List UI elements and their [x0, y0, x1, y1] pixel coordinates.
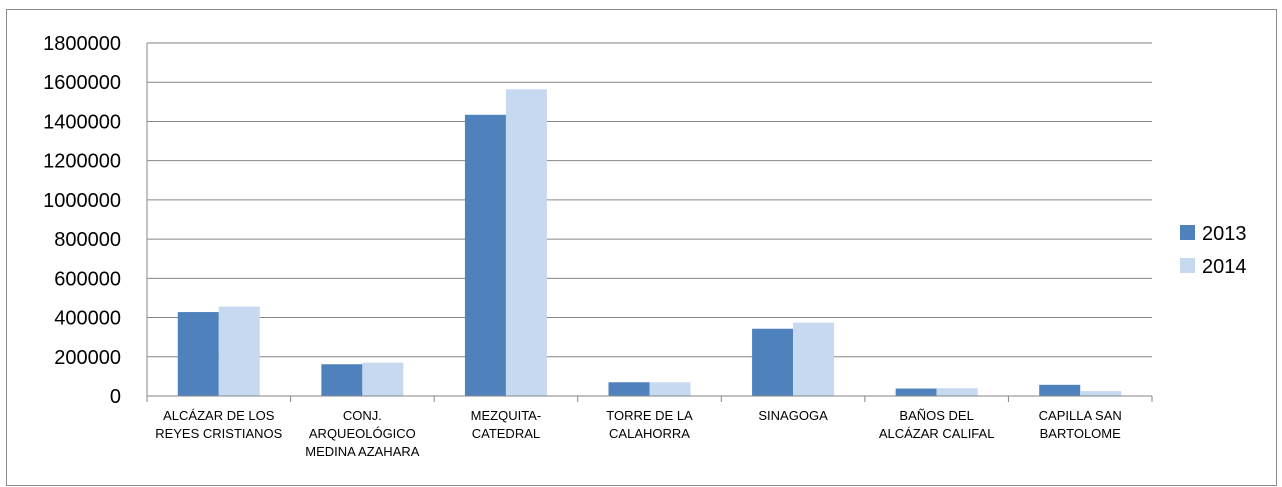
x-category-label: TORRE DE LA CALAHORRA: [606, 408, 693, 441]
y-tick-label: 1200000: [43, 151, 121, 173]
y-axis-tick-labels: 0 200000 400000 600000 800000 1000000 1200000 1…: [43, 33, 121, 408]
bar-2014-5: [793, 322, 835, 396]
legend-label-2013: 2013: [1202, 223, 1247, 245]
bar-2014-1: [218, 306, 260, 396]
x-category-label-line: TORRE DE LA: [606, 408, 693, 423]
bar-2014-4: [649, 382, 691, 396]
legend: 2013 2014: [1180, 223, 1247, 278]
x-axis-category-labels: ALCÁZAR DE LOS REYES CRISTIANOS CONJ. ARQUE…: [155, 408, 1122, 459]
gridlines: [147, 42, 1152, 358]
x-category-label: ALCÁZAR DE LOS REYES CRISTIANOS: [155, 408, 282, 441]
bar-2014-6: [936, 388, 978, 396]
chart-frame: 0 200000 400000 600000 800000 1000000 1200000 1…: [6, 9, 1277, 486]
x-category-label-line: CAPILLA SAN: [1039, 408, 1122, 423]
x-category-label-line: CATEDRAL: [472, 426, 540, 441]
legend-swatch-2013: [1180, 225, 1195, 240]
bar-2014-2: [362, 362, 404, 396]
bar-2013-2: [321, 364, 363, 396]
x-category-label-line: MEDINA AZAHARA: [305, 444, 419, 459]
x-category-label: CONJ. ARQUEOLÓGICO MEDINA AZAHARA: [305, 408, 419, 459]
bars: [177, 89, 1122, 396]
y-tick-label: 200000: [54, 347, 121, 369]
bar-2013-5: [752, 328, 794, 396]
legend-label-2014: 2014: [1202, 256, 1247, 278]
bar-2014-3: [505, 89, 547, 396]
x-category-label-line: BAÑOS DEL: [899, 408, 973, 423]
bar-2013-6: [895, 388, 937, 396]
x-category-label-line: REYES CRISTIANOS: [155, 426, 282, 441]
y-tick-label: 1800000: [43, 33, 121, 55]
x-category-label-line: ALCÁZAR CALIFAL: [879, 426, 995, 441]
y-tick-label: 0: [110, 386, 121, 408]
x-category-label: CAPILLA SAN BARTOLOME: [1039, 408, 1122, 441]
bar-chart: 0 200000 400000 600000 800000 1000000 1200000 1…: [43, 33, 1247, 459]
bar-2013-4: [608, 382, 650, 396]
axes: [146, 43, 1153, 402]
x-category-label-line: SINAGOGA: [758, 408, 828, 423]
bar-2013-1: [177, 312, 219, 396]
y-tick-label: 1400000: [43, 111, 121, 133]
y-tick-label: 1000000: [43, 190, 121, 212]
y-tick-label: 400000: [54, 308, 121, 330]
bar-2013-3: [464, 114, 506, 396]
x-category-label: BAÑOS DEL ALCÁZAR CALIFAL: [879, 408, 995, 441]
y-tick-label: 600000: [54, 268, 121, 290]
bar-2013-7: [1039, 384, 1081, 396]
x-category-label-line: BARTOLOME: [1040, 426, 1121, 441]
x-category-label-line: ARQUEOLÓGICO: [309, 426, 416, 441]
x-category-label-line: CALAHORRA: [609, 426, 690, 441]
legend-swatch-2014: [1180, 258, 1195, 273]
y-tick-label: 800000: [54, 229, 121, 251]
x-category-label: MEZQUITA- CATEDRAL: [471, 408, 542, 441]
x-category-label-line: CONJ.: [343, 408, 382, 423]
x-category-label-line: ALCÁZAR DE LOS: [163, 408, 275, 423]
x-category-label-line: MEZQUITA-: [471, 408, 542, 423]
x-category-label: SINAGOGA: [758, 408, 828, 423]
bar-2014-7: [1080, 391, 1122, 396]
y-tick-label: 1600000: [43, 72, 121, 94]
